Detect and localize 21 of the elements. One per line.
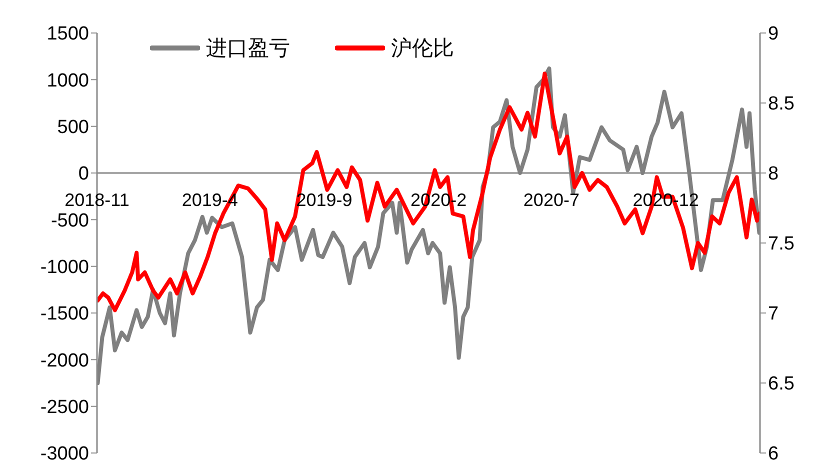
y2-tick-label: 9 (768, 24, 779, 45)
y2-tick-label: 7.5 (768, 234, 794, 255)
y-tick-label: 1500 (46, 24, 89, 45)
y-tick-label: -1500 (40, 304, 89, 325)
y2-tick-label: 8 (768, 164, 779, 185)
legend-label: 沪伦比 (391, 36, 454, 62)
y-tick-label: -2500 (40, 397, 89, 418)
x-tick-label: 2020-7 (523, 190, 580, 210)
y2-tick-label: 8.5 (768, 94, 794, 115)
y2-tick-label: 6.5 (768, 374, 794, 395)
y-tick-label: 1000 (46, 70, 89, 92)
y-tick-label: 500 (57, 117, 89, 138)
y-tick-label: -2000 (40, 350, 89, 372)
y2-tick-label: 7 (768, 304, 779, 325)
y-tick-label: 0 (78, 164, 89, 185)
legend-label: 进口盈亏 (206, 36, 290, 62)
x-tick-label: 2018-11 (64, 190, 130, 210)
y-tick-label: -500 (50, 210, 89, 232)
y-tick-label: -3000 (40, 444, 89, 465)
y-tick-label: -1000 (40, 257, 89, 278)
y2-tick-label: 6 (768, 444, 779, 465)
